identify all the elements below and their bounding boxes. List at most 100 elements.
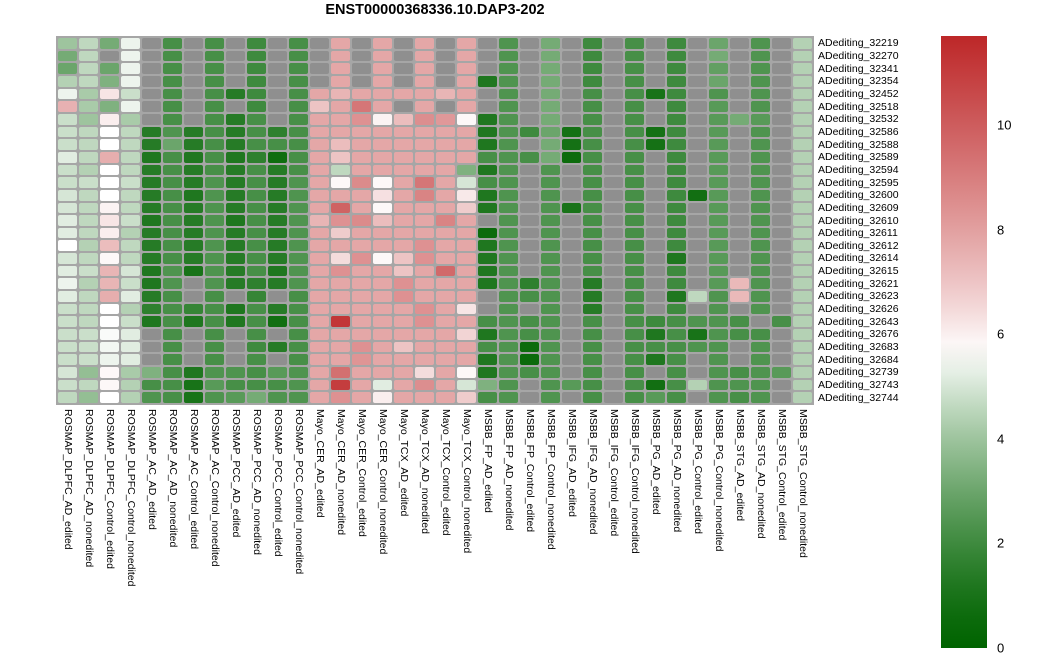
heatmap-cell [499, 38, 518, 49]
column-label: Mayo_TCX_AD_edited [397, 409, 410, 517]
heatmap-cell [310, 113, 329, 125]
heatmap-cell [436, 139, 455, 150]
heatmap-cell [142, 164, 161, 176]
heatmap-cell [583, 202, 602, 214]
heatmap-cell [394, 341, 413, 353]
heatmap-cell [646, 316, 665, 328]
heatmap-cell [142, 88, 161, 100]
heatmap-cell [436, 303, 455, 315]
heatmap-cell [331, 227, 350, 239]
heatmap-cell [541, 177, 560, 188]
heatmap-cell [268, 126, 287, 138]
heatmap-cell [772, 215, 791, 226]
heatmap-cell [289, 278, 308, 290]
heatmap-cell [373, 151, 392, 163]
heatmap-cell [268, 278, 287, 290]
heatmap-cell [58, 63, 77, 74]
heatmap-cell [142, 367, 161, 378]
heatmap-cell [352, 50, 371, 62]
heatmap-cell [604, 126, 623, 138]
heatmap-cell [520, 329, 539, 340]
heatmap-cell [268, 329, 287, 340]
heatmap-cell [163, 367, 182, 378]
heatmap-cell [625, 139, 644, 150]
heatmap-cell [415, 367, 434, 378]
heatmap-cell [688, 341, 707, 353]
column-label: MSBB_FP_Control_nonedited [544, 409, 557, 550]
heatmap-cell [541, 50, 560, 62]
heatmap-cell [625, 291, 644, 302]
heatmap-cell [709, 278, 728, 290]
heatmap-cell [373, 164, 392, 176]
heatmap-cell [688, 227, 707, 239]
heatmap-cell [58, 227, 77, 239]
heatmap-cell [709, 101, 728, 112]
heatmap-cell [436, 316, 455, 328]
column-label: ROSMAP_AC_Control_edited [187, 409, 200, 550]
heatmap-cell [331, 164, 350, 176]
heatmap-cell [709, 341, 728, 353]
heatmap-cell [751, 278, 770, 290]
heatmap-cell [79, 38, 98, 49]
column-label: Mayo_TCX_Control_nonedited [460, 409, 473, 554]
heatmap-cell [142, 227, 161, 239]
heatmap-cell [142, 303, 161, 315]
heatmap-cell [331, 38, 350, 49]
heatmap-cell [79, 354, 98, 366]
heatmap-cell [667, 151, 686, 163]
heatmap-cell [205, 113, 224, 125]
heatmap-cell [730, 50, 749, 62]
heatmap-cell [562, 379, 581, 391]
heatmap-cell [100, 63, 119, 74]
heatmap-cell [121, 88, 140, 100]
heatmap-cell [163, 63, 182, 74]
heatmap-cell [394, 63, 413, 74]
heatmap-cell [352, 164, 371, 176]
heatmap-cell [121, 50, 140, 62]
heatmap-cell [667, 316, 686, 328]
heatmap-cell [58, 113, 77, 125]
heatmap-cell [247, 240, 266, 252]
heatmap-cell [646, 354, 665, 366]
heatmap-cell [562, 392, 581, 403]
heatmap-cell [604, 253, 623, 264]
heatmap-cell [268, 113, 287, 125]
heatmap-cell [667, 164, 686, 176]
heatmap-cell [247, 88, 266, 100]
heatmap-cell [499, 316, 518, 328]
heatmap-cell [583, 278, 602, 290]
heatmap-cell [436, 177, 455, 188]
heatmap-cell [268, 291, 287, 302]
heatmap-cell [793, 240, 812, 252]
heatmap-cell [709, 38, 728, 49]
heatmap-cell [415, 50, 434, 62]
heatmap-cell [562, 113, 581, 125]
heatmap-cell [373, 202, 392, 214]
heatmap-cell [163, 240, 182, 252]
row-label: ADediting_32621 [818, 277, 899, 290]
heatmap-cell [352, 227, 371, 239]
heatmap-cell [751, 113, 770, 125]
heatmap-cell [583, 139, 602, 150]
heatmap-cell [142, 278, 161, 290]
heatmap-cell [625, 215, 644, 226]
heatmap-cell [478, 316, 497, 328]
heatmap-cell [142, 291, 161, 302]
heatmap-cell [541, 329, 560, 340]
heatmap-cell [121, 240, 140, 252]
heatmap-cell [226, 367, 245, 378]
heatmap-cell [184, 278, 203, 290]
heatmap-cell [415, 101, 434, 112]
heatmap-cell [541, 139, 560, 150]
heatmap-cell [562, 215, 581, 226]
heatmap-cell [646, 202, 665, 214]
column-labels: ROSMAP_DLPFC_AD_edited ROSMAP_DLPFC_AD_no… [62, 409, 809, 586]
heatmap-cell [394, 88, 413, 100]
heatmap-cell [625, 367, 644, 378]
heatmap-cell [184, 202, 203, 214]
heatmap-cell [604, 38, 623, 49]
heatmap-cell [541, 101, 560, 112]
heatmap-cell [751, 215, 770, 226]
heatmap-cell [142, 63, 161, 74]
heatmap-cell [772, 63, 791, 74]
